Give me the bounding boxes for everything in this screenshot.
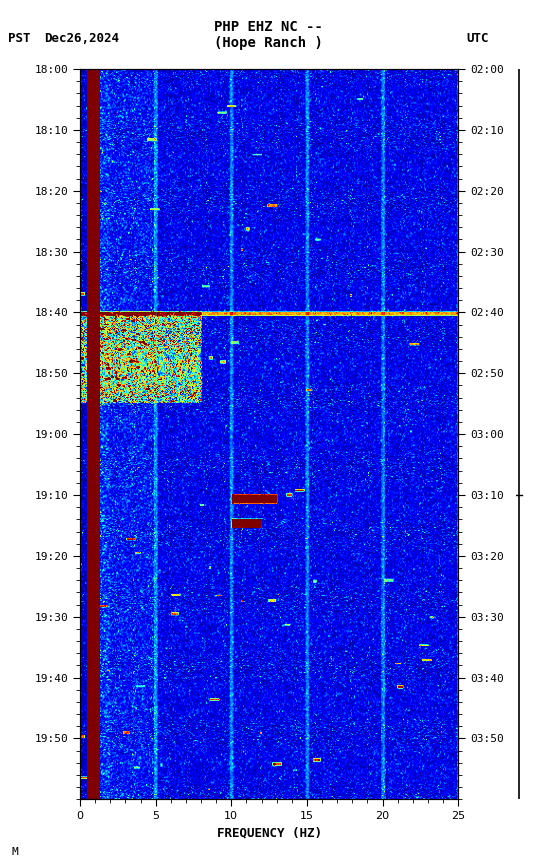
Text: Dec26,2024: Dec26,2024 xyxy=(44,32,119,45)
Text: M: M xyxy=(11,847,18,857)
Text: UTC: UTC xyxy=(466,32,489,45)
Text: PST: PST xyxy=(8,32,31,45)
Text: PHP EHZ NC --: PHP EHZ NC -- xyxy=(214,20,323,34)
X-axis label: FREQUENCY (HZ): FREQUENCY (HZ) xyxy=(216,827,322,840)
Text: (Hope Ranch ): (Hope Ranch ) xyxy=(214,36,323,50)
